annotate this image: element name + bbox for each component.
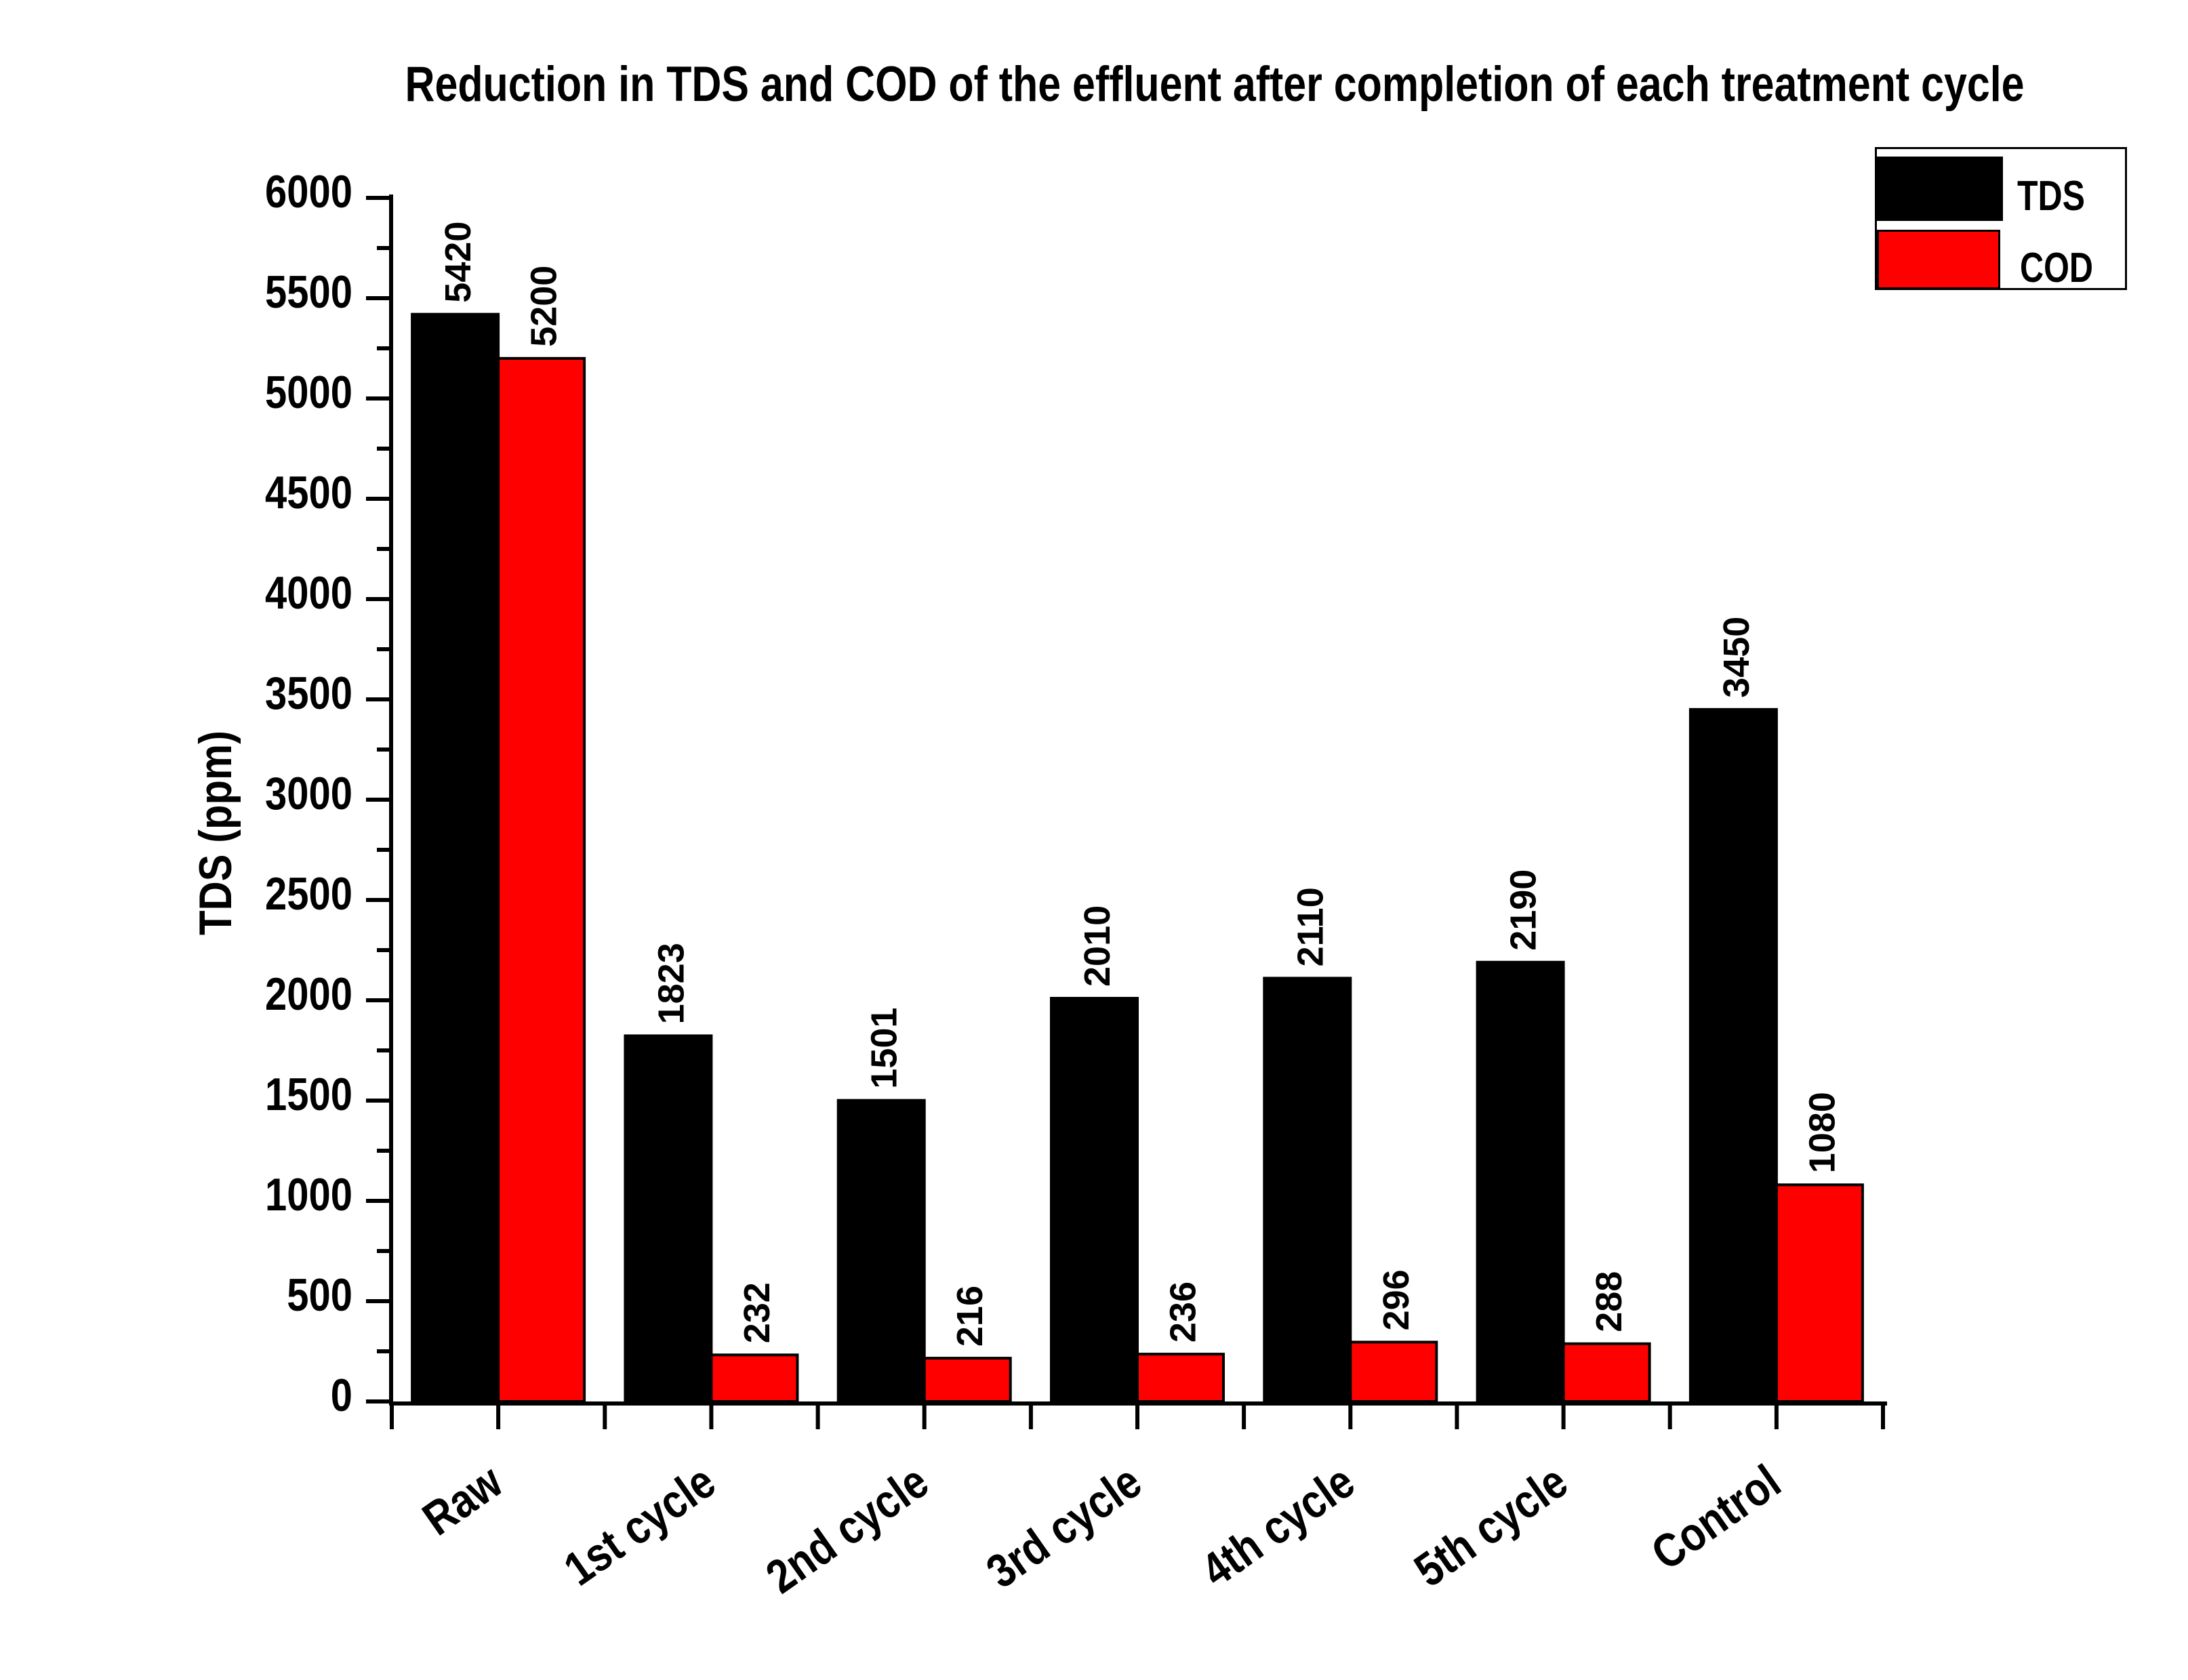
svg-text:500: 500: [287, 1269, 352, 1321]
svg-text:COD: COD: [2020, 245, 2093, 291]
svg-text:TDS: TDS: [2017, 173, 2085, 220]
svg-text:0: 0: [331, 1370, 352, 1421]
svg-text:2000: 2000: [265, 968, 352, 1020]
svg-text:5000: 5000: [265, 367, 352, 418]
svg-text:216: 216: [950, 1286, 990, 1347]
svg-text:2500: 2500: [265, 868, 352, 920]
svg-text:5500: 5500: [265, 266, 352, 318]
svg-text:3450: 3450: [1716, 617, 1757, 698]
svg-text:1000: 1000: [265, 1169, 352, 1221]
svg-text:232: 232: [737, 1282, 777, 1343]
svg-text:236: 236: [1163, 1282, 1204, 1343]
svg-text:5420: 5420: [438, 222, 479, 303]
svg-text:3000: 3000: [265, 768, 352, 819]
svg-text:3500: 3500: [265, 668, 352, 719]
svg-text:288: 288: [1589, 1271, 1629, 1332]
svg-text:4500: 4500: [265, 467, 352, 518]
svg-text:6000: 6000: [265, 166, 352, 218]
svg-text:TDS (ppm): TDS (ppm): [190, 731, 241, 935]
svg-text:296: 296: [1376, 1269, 1417, 1330]
svg-text:1501: 1501: [864, 1008, 905, 1089]
svg-text:2110: 2110: [1290, 887, 1331, 966]
svg-text:1080: 1080: [1802, 1092, 1842, 1173]
svg-text:4000: 4000: [265, 567, 352, 619]
svg-text:Reduction in TDS and COD of th: Reduction in TDS and COD of the effluent…: [405, 57, 2025, 112]
svg-text:5200: 5200: [524, 266, 565, 347]
svg-text:2190: 2190: [1503, 869, 1544, 951]
svg-text:1500: 1500: [265, 1069, 352, 1120]
svg-text:1823: 1823: [651, 943, 691, 1024]
svg-text:2010: 2010: [1077, 905, 1118, 987]
